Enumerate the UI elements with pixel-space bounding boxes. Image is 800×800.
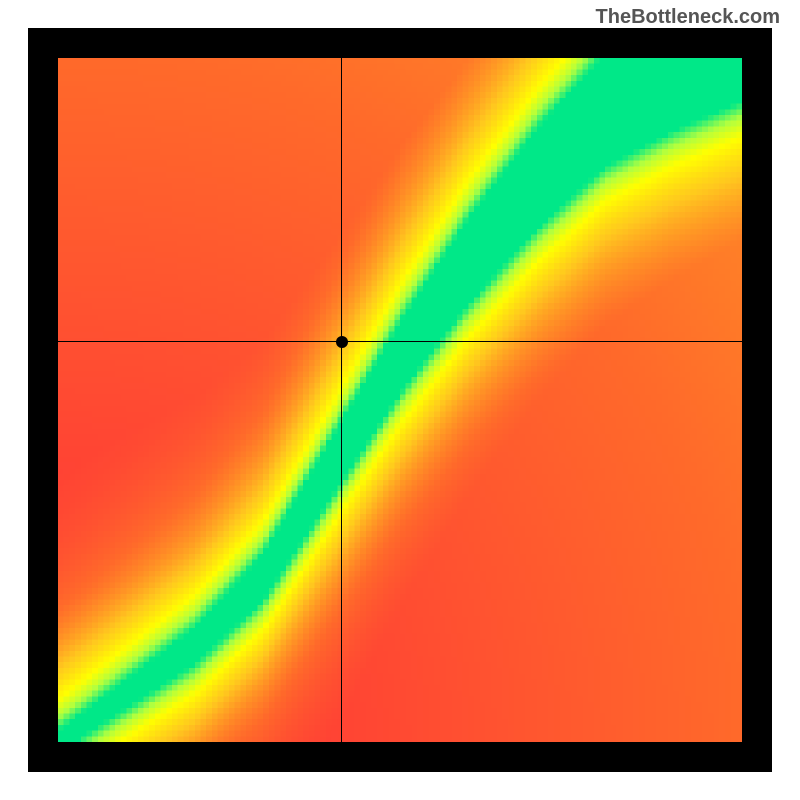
crosshair-vertical [341, 58, 342, 742]
heatmap-canvas [58, 58, 742, 742]
crosshair-marker [336, 336, 348, 348]
attribution-text: TheBottleneck.com [596, 6, 780, 29]
plot-frame [28, 28, 772, 772]
chart-container: TheBottleneck.com [0, 0, 800, 800]
crosshair-horizontal [58, 341, 742, 342]
